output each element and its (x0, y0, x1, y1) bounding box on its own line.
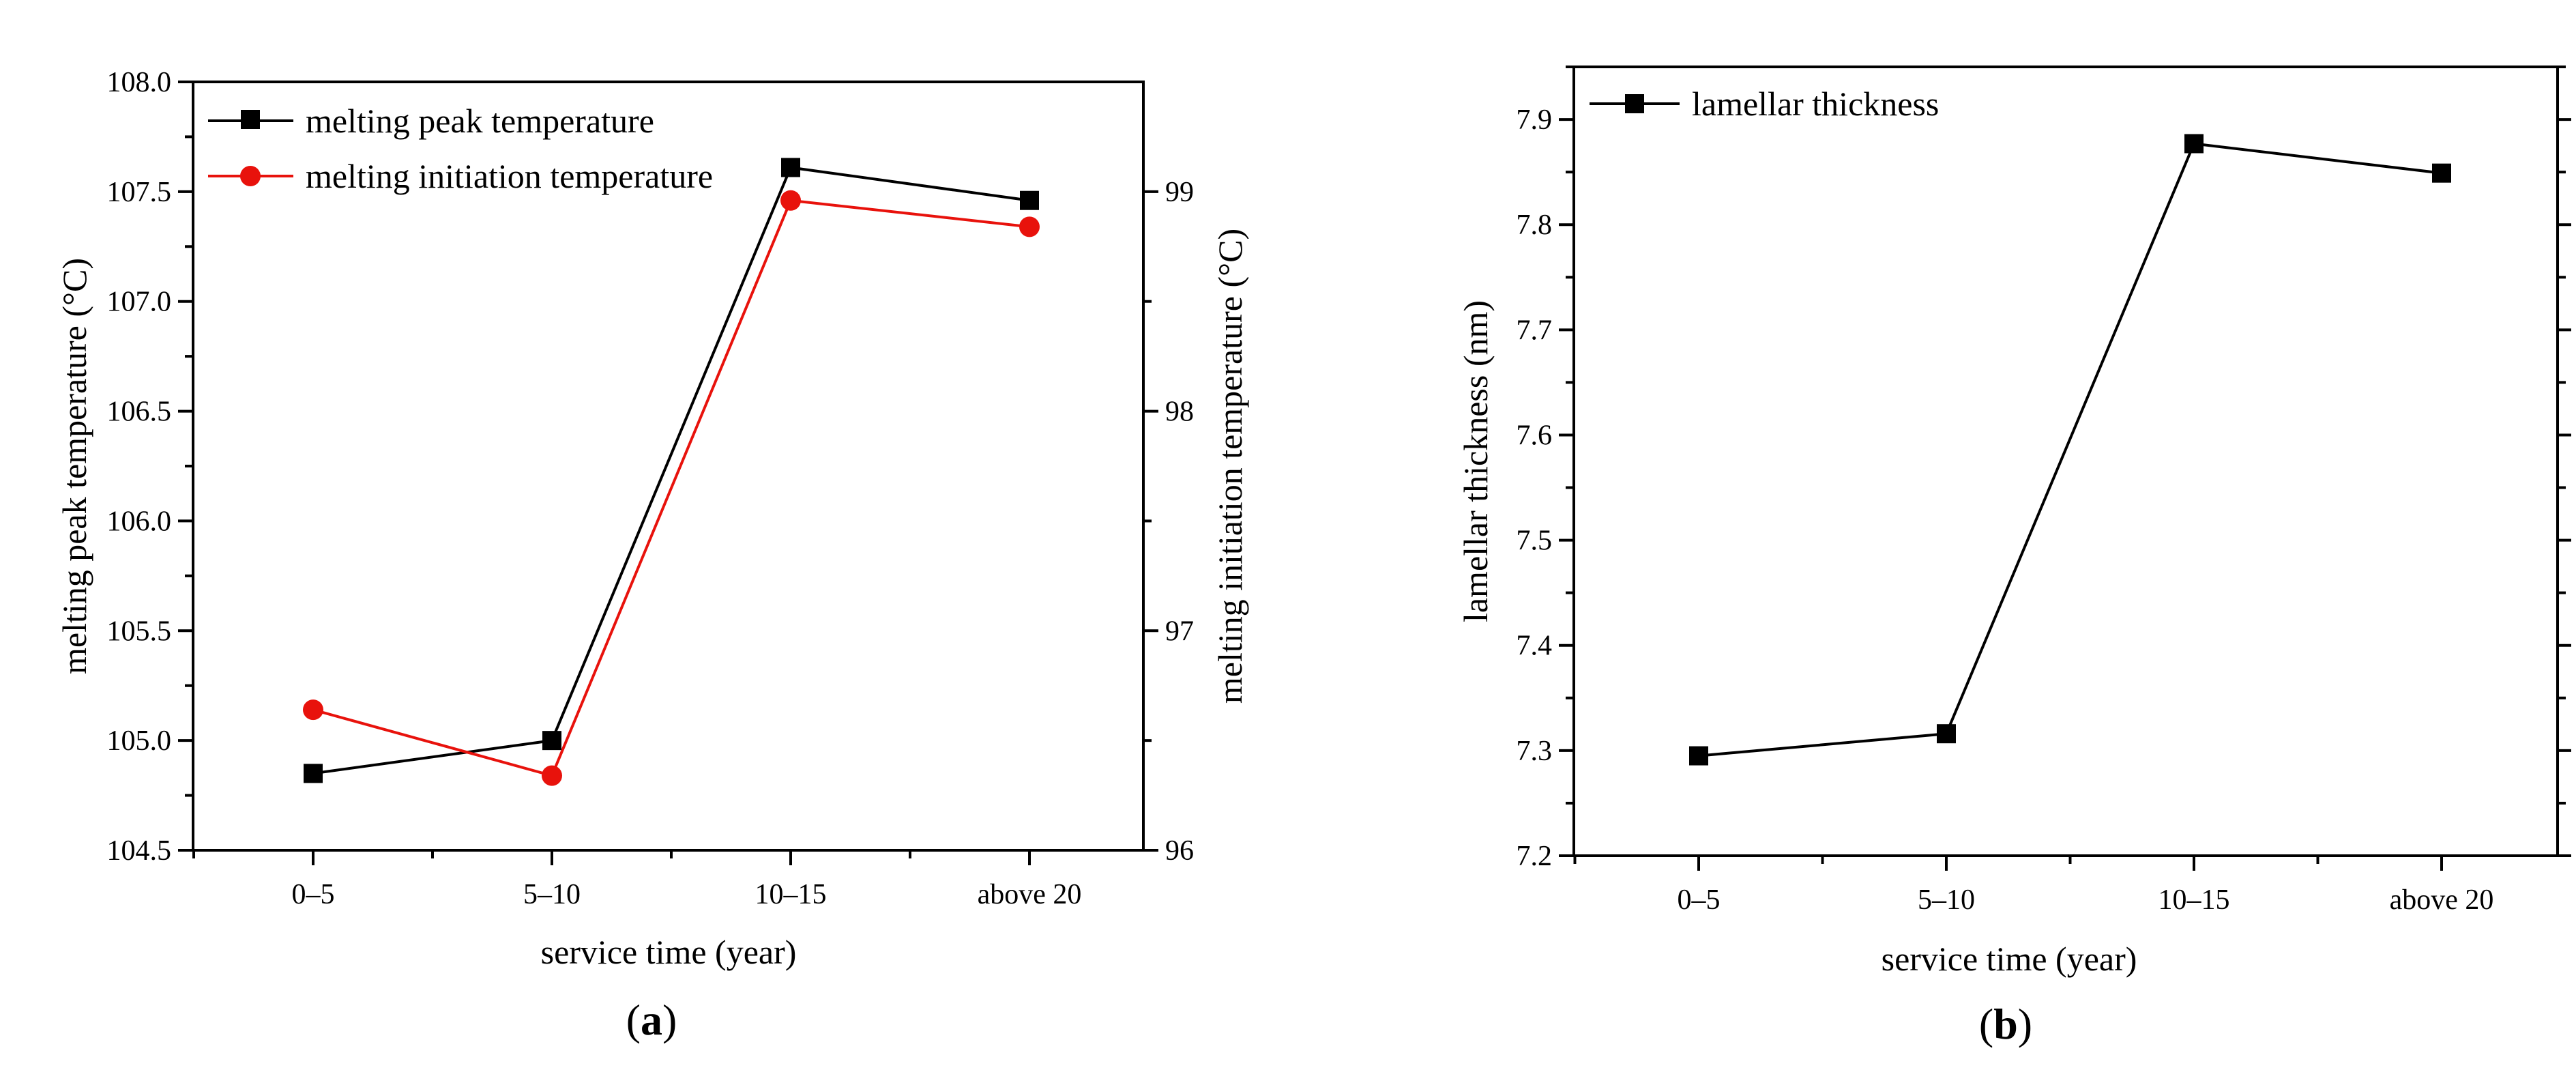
chart-b: 7.2 7.3 7.4 7.5 7.6 7.7 7.8 7.9 0–5 5–10 10–15 abo… (1457, 66, 2571, 1048)
y-tick-label: 7.3 (1517, 736, 1553, 767)
x-axis-title-b: service time (year) (1882, 940, 2137, 978)
y-tick-label: 106.5 (107, 396, 172, 428)
y-tick-label: 7.9 (1517, 104, 1553, 136)
right-axis-ticks-b (2558, 66, 2571, 857)
legend-circle-marker-icon (240, 166, 261, 186)
series-line-1 (312, 199, 1030, 778)
data-point-square (2432, 163, 2451, 183)
y-axis-title-b: lamellar thickness (nm) (1457, 300, 1495, 622)
legend-square-marker-icon (1625, 94, 1644, 113)
data-point-square (1937, 724, 1956, 744)
y-tick-label: 105.0 (107, 725, 172, 757)
y2-axis-title-a: melting initiation temperature (°C) (1211, 229, 1249, 704)
x-tick-label: 0–5 (292, 879, 335, 910)
y2-tick-label: 98 (1165, 396, 1194, 428)
data-point-circle (1019, 216, 1040, 237)
y-tick-label: 7.4 (1517, 631, 1553, 662)
data-point-circle (780, 190, 801, 211)
left-axis-ticks-b: 7.2 7.3 7.4 7.5 7.6 7.7 7.8 7.9 (1517, 66, 1574, 872)
x-axis-ticks-b: 0–5 5–10 10–15 above 20 (1573, 856, 2494, 916)
legend-a: melting peak temperature melting initiat… (208, 102, 713, 195)
panel-label-b: (b) (1979, 1000, 2032, 1048)
panel-letter-a: a (641, 996, 662, 1044)
series-line-0 (312, 166, 1030, 775)
series-markers-b (1689, 134, 2451, 766)
legend-item-melting-initiation: melting initiation temperature (208, 157, 713, 195)
legend-square-marker-icon (241, 110, 260, 129)
x-axis-ticks-a: 0–5 5–10 10–15 above 20 (192, 850, 1082, 910)
legend-label-melting-initiation: melting initiation temperature (306, 157, 713, 195)
y-tick-label: 105.5 (107, 616, 172, 647)
legend-label-lamellar-thickness: lamellar thickness (1692, 85, 1939, 123)
plot-frame-b (1572, 66, 2559, 857)
y-tick-label: 106.0 (107, 506, 172, 537)
x-tick-label: 10–15 (2158, 884, 2230, 916)
series-line-0 (1698, 142, 2442, 757)
data-point-square (2184, 134, 2204, 154)
left-axis-ticks-a: 104.5 105.0 105.5 106.0 106.5 107.0 107.5 108.0 (107, 67, 193, 867)
y-tick-label: 7.2 (1517, 841, 1553, 872)
y-tick-label: 104.5 (107, 835, 172, 867)
y-tick-label: 108.0 (107, 67, 172, 98)
x-tick-label: above 20 (978, 879, 1082, 910)
data-point-square (1689, 746, 1708, 766)
y-tick-label: 7.8 (1517, 209, 1553, 241)
legend-item-lamellar-thickness: lamellar thickness (1590, 85, 1939, 123)
data-point-circle (303, 699, 323, 721)
y-tick-label: 107.0 (107, 287, 172, 318)
y2-tick-label: 99 (1165, 177, 1194, 208)
x-tick-label: 5–10 (523, 879, 581, 910)
legend-b: lamellar thickness (1590, 85, 1939, 123)
y-axis-title-a: melting peak temperature (°C) (55, 258, 93, 674)
panel-letter-b: b (1993, 1000, 2018, 1048)
y-tick-label: 7.7 (1517, 315, 1553, 346)
x-tick-label: 0–5 (1678, 884, 1721, 916)
chart-a: 104.5 105.0 105.5 106.0 106.5 107.0 107.5 108.0… (55, 67, 1249, 1044)
x-tick-label: above 20 (2390, 884, 2494, 916)
y-tick-label: 7.6 (1517, 420, 1553, 451)
data-point-square (781, 158, 800, 177)
legend-label-melting-peak: melting peak temperature (306, 102, 654, 140)
y-tick-label: 107.5 (107, 177, 172, 208)
y2-tick-label: 96 (1165, 835, 1194, 867)
legend-item-melting-peak: melting peak temperature (208, 102, 654, 140)
x-tick-label: 5–10 (1918, 884, 1975, 916)
series-lines-a (312, 166, 1030, 778)
series-lines-b (1698, 142, 2442, 757)
y2-tick-label: 97 (1165, 616, 1194, 647)
data-point-circle (542, 765, 562, 786)
data-point-square (304, 764, 323, 783)
y-tick-label: 7.5 (1517, 525, 1553, 557)
x-axis-title-a: service time (year) (541, 933, 797, 971)
x-tick-label: 10–15 (755, 879, 827, 910)
data-point-square (542, 731, 561, 751)
panel-label-a: (a) (626, 996, 677, 1044)
series-markers-a (303, 158, 1040, 786)
right-axis-ticks-a: 96 97 98 99 (1143, 177, 1194, 867)
data-point-square (1020, 190, 1039, 210)
